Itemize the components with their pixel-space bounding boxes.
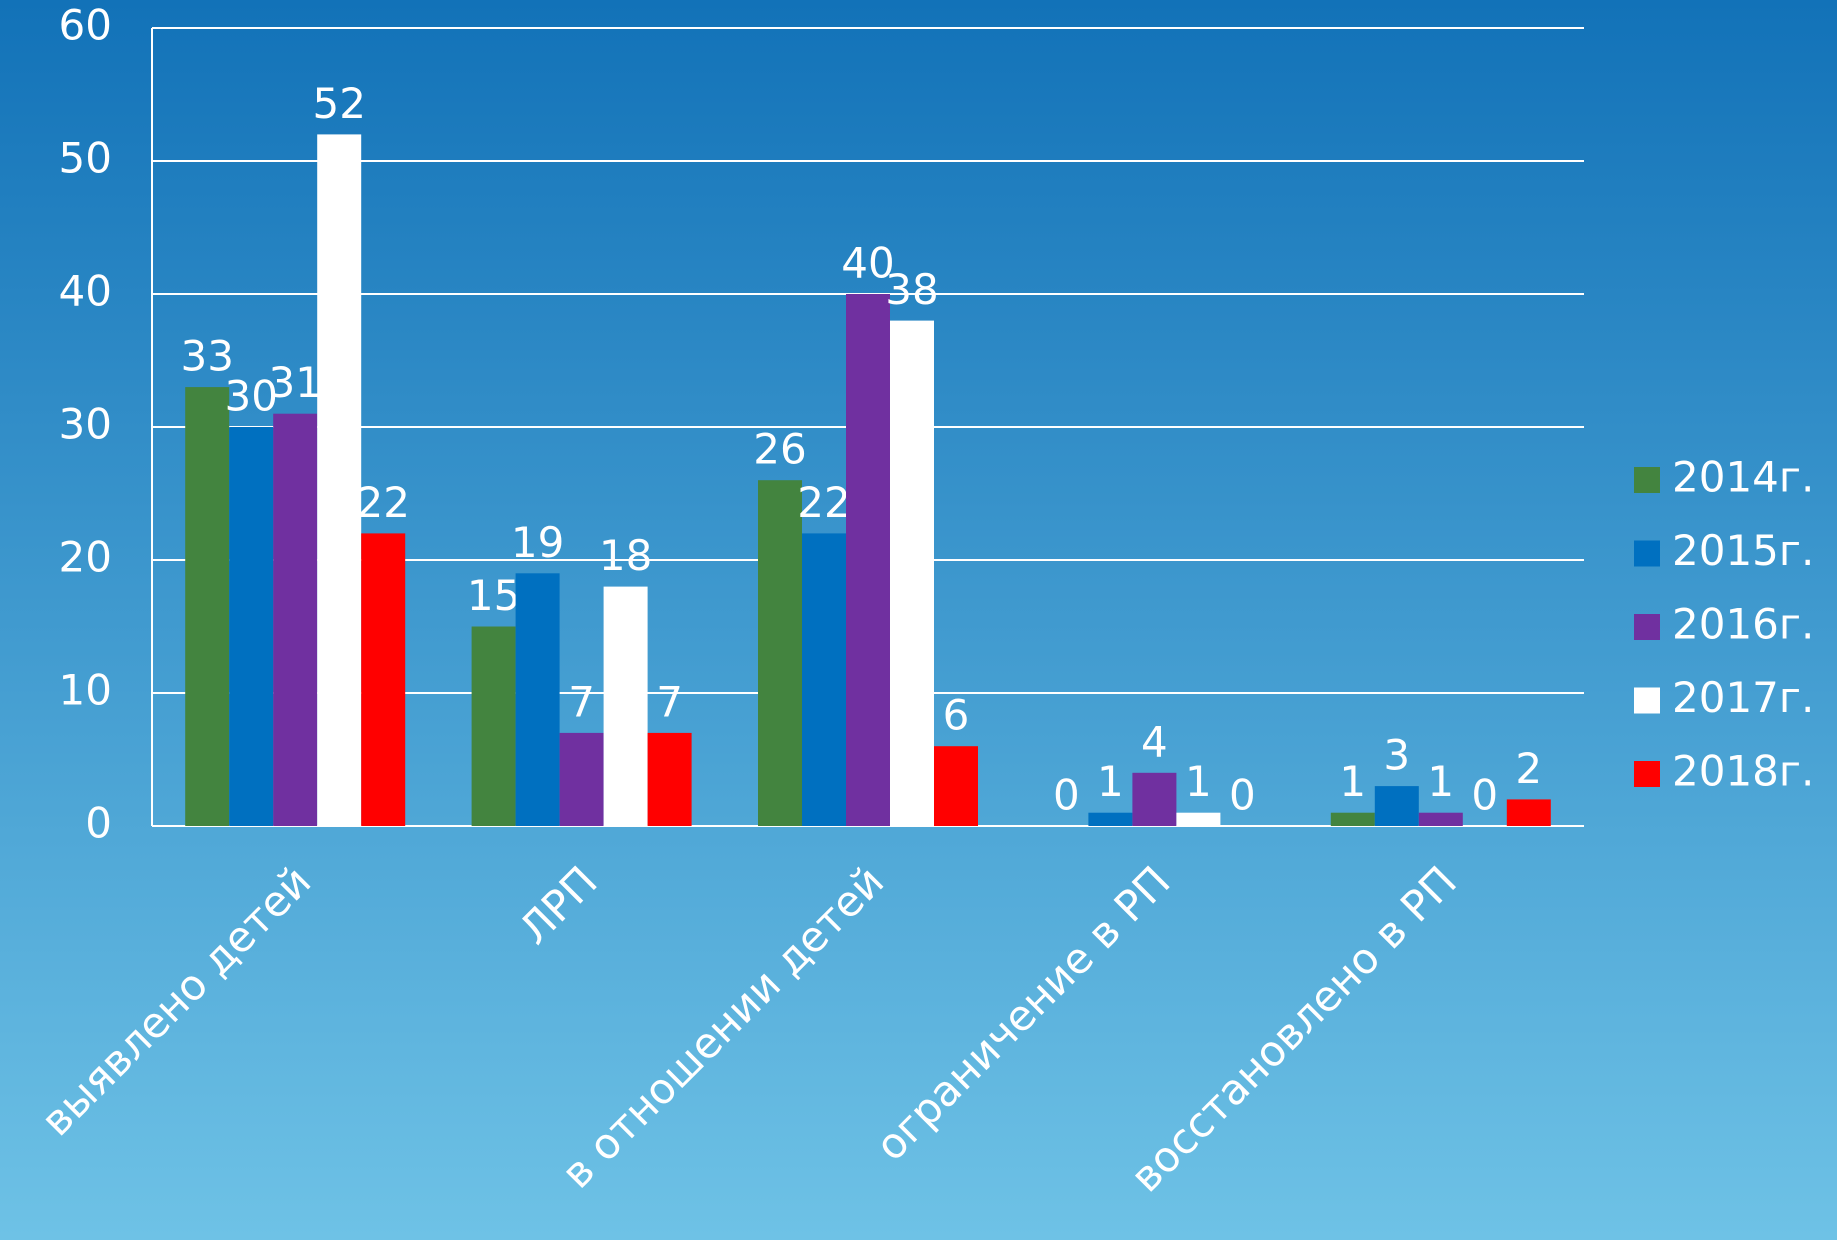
y-tick-label: 30 — [59, 400, 112, 449]
bar — [1330, 812, 1375, 826]
bar — [559, 732, 604, 826]
bar — [890, 320, 934, 826]
y-tick-label: 10 — [59, 666, 112, 715]
data-label: 18 — [599, 531, 652, 580]
y-tick-label: 50 — [59, 134, 112, 183]
bar — [1132, 772, 1177, 826]
data-label: 0 — [1471, 771, 1498, 820]
legend-label: 2016г. — [1672, 600, 1814, 649]
bar — [846, 294, 890, 826]
data-label: 15 — [467, 571, 520, 620]
bar — [515, 573, 560, 826]
legend-label: 2018г. — [1672, 747, 1814, 796]
data-label: 1 — [1427, 757, 1454, 806]
data-label: 1 — [1097, 757, 1124, 806]
legend-swatch — [1634, 467, 1660, 493]
data-label: 40 — [841, 239, 894, 288]
data-label: 6 — [943, 691, 970, 740]
data-label: 26 — [753, 425, 806, 474]
legend-swatch — [1634, 761, 1660, 787]
bar — [1418, 812, 1463, 826]
data-label: 0 — [1053, 771, 1080, 820]
bar — [471, 626, 516, 826]
data-label: 7 — [568, 677, 595, 726]
legend-label: 2014г. — [1672, 453, 1814, 502]
bar — [1374, 786, 1419, 826]
data-label: 3 — [1383, 731, 1410, 780]
data-label: 4 — [1141, 717, 1168, 766]
bar — [185, 387, 230, 826]
bar — [934, 746, 978, 826]
bar — [229, 427, 274, 826]
data-label: 2 — [1515, 744, 1542, 793]
bar — [647, 732, 692, 826]
data-label: 30 — [224, 372, 277, 421]
data-label: 1 — [1185, 757, 1212, 806]
data-label: 1 — [1339, 757, 1366, 806]
data-label: 22 — [356, 478, 409, 527]
bar — [317, 134, 362, 826]
legend-label: 2017г. — [1672, 673, 1814, 722]
bar — [1176, 812, 1221, 826]
bar — [802, 533, 846, 826]
legend-swatch — [1634, 614, 1660, 640]
bar — [361, 533, 406, 826]
bar — [273, 413, 318, 826]
bar — [1088, 812, 1133, 826]
legend-swatch — [1634, 687, 1660, 714]
data-label: 52 — [312, 79, 365, 128]
y-tick-label: 20 — [59, 533, 112, 582]
y-tick-label: 0 — [85, 799, 112, 848]
bar — [758, 480, 802, 826]
data-label: 0 — [1229, 771, 1256, 820]
data-label: 38 — [885, 265, 938, 314]
y-tick-label: 60 — [59, 1, 112, 50]
data-label: 33 — [180, 332, 233, 381]
data-label: 31 — [268, 358, 321, 407]
bar — [1506, 799, 1551, 826]
legend-label: 2015г. — [1672, 526, 1814, 575]
bar — [603, 586, 648, 826]
y-tick-label: 40 — [59, 267, 112, 316]
data-label: 22 — [797, 478, 850, 527]
data-label: 7 — [656, 677, 683, 726]
legend-swatch — [1634, 540, 1660, 567]
data-label: 19 — [511, 518, 564, 567]
